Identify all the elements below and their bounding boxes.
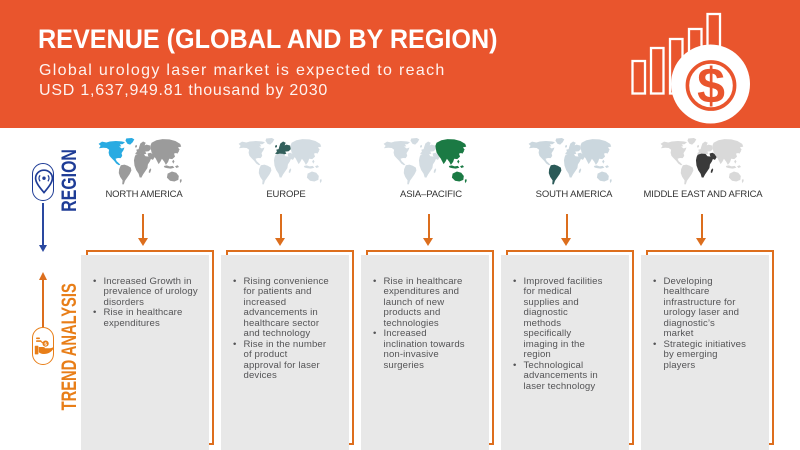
svg-text:$: $ xyxy=(697,58,725,114)
svg-text:$: $ xyxy=(44,341,47,346)
